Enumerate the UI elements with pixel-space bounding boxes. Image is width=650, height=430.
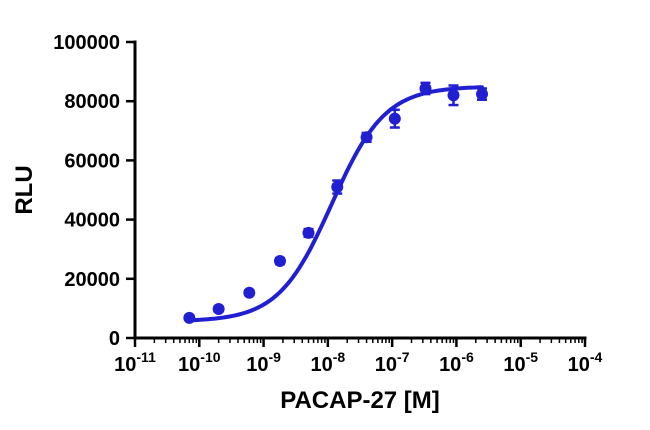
x-tick-label: 10-10 — [178, 349, 221, 376]
x-tick-label: 10-6 — [439, 349, 474, 376]
data-point — [212, 302, 225, 315]
data-point — [419, 82, 432, 95]
y-tick-label: 60000 — [64, 150, 120, 172]
y-tick-label: 100000 — [53, 32, 120, 54]
data-point — [243, 286, 256, 299]
data-point — [302, 226, 315, 239]
x-tick-label: 10-8 — [311, 349, 346, 376]
data-point — [331, 181, 344, 194]
x-tick-label: 10-5 — [503, 349, 538, 376]
fit-curve — [187, 85, 484, 323]
data-point — [388, 112, 401, 125]
data-point — [360, 131, 373, 144]
x-tick-label: 10-9 — [246, 349, 281, 376]
y-tick-label: 20000 — [64, 269, 120, 291]
data-point — [273, 255, 286, 268]
x-tick-label: 10-11 — [114, 349, 156, 376]
data-point — [447, 89, 460, 102]
y-axis-title: RLU — [11, 165, 38, 214]
x-tick-label: 10-4 — [568, 349, 603, 376]
plot-area: 0 20000 40000 60000 80000 100000 10-11 10-10 10-… — [53, 32, 602, 376]
y-tick-label: 0 — [109, 328, 120, 350]
x-axis-title: PACAP-27 [M] — [280, 387, 440, 414]
data-point — [183, 311, 196, 324]
y-tick-label: 80000 — [64, 91, 120, 113]
y-tick-label: 40000 — [64, 210, 120, 232]
data-point — [476, 88, 489, 101]
x-tick-label: 10-7 — [375, 349, 410, 376]
